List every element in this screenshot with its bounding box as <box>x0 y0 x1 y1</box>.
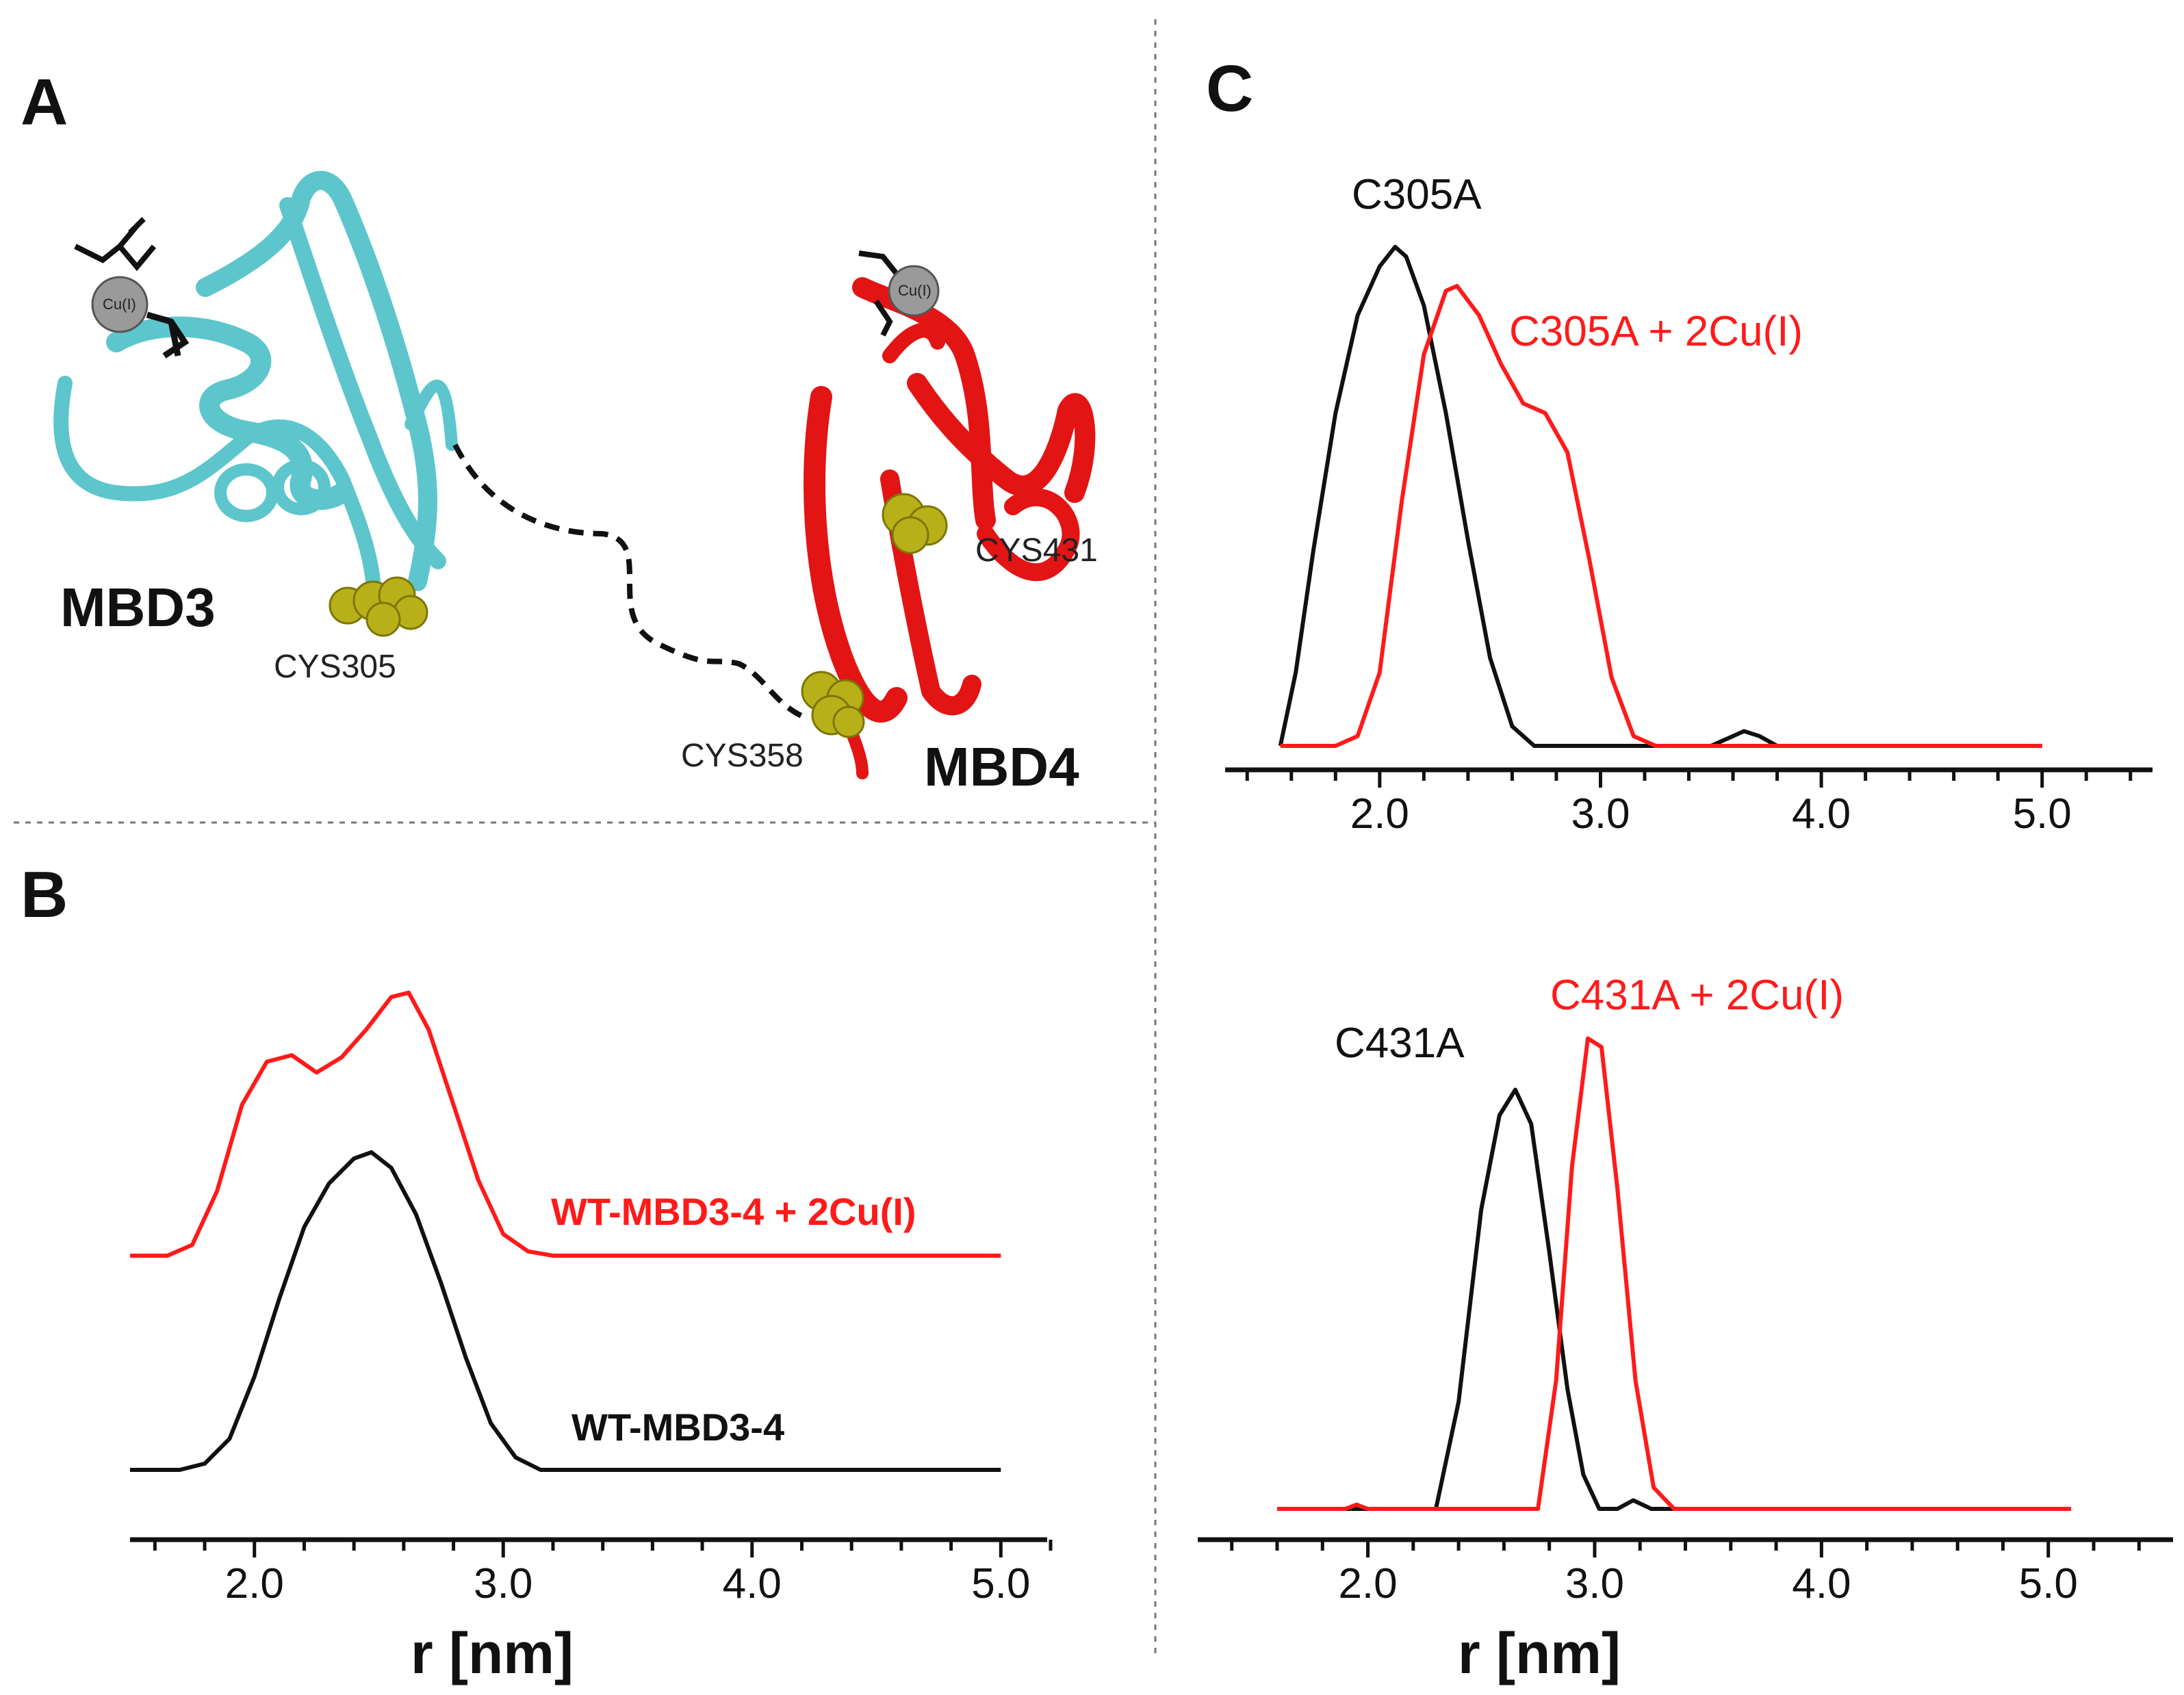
chart-b-line-wt-cu <box>130 990 1001 1258</box>
chart-c-bottom-legend-c431a: C431A <box>1335 1020 1465 1067</box>
chart-c-top-line-c305a-cu <box>1280 283 2042 748</box>
chart-c-bottom-line-c431a <box>1277 1087 2071 1511</box>
structure-illustration: Cu(I) MBD3 CYS305 Cu(I) <box>53 170 1098 797</box>
cys358-label: CYS358 <box>681 738 804 774</box>
copper-label-mbd4: Cu(I) <box>898 282 932 299</box>
cys431-spheres <box>882 493 948 554</box>
chart-c-bottom-xlabel: r [nm] <box>1458 1621 1621 1685</box>
x-tick-label: 2.0 <box>225 1560 284 1607</box>
x-tick-label: 5.0 <box>971 1560 1030 1607</box>
chart-c-bottom-legend-c431a-cu: C431A + 2Cu(I) <box>1550 972 1844 1019</box>
chart-c-bottom-axis: 2.0 3.0 4.0 5.0 <box>1198 1537 2173 1607</box>
chart-b: 2.0 3.0 4.0 5.0 WT-MBD3-4 + 2Cu(I) WT-MBD3-… <box>130 990 1053 1685</box>
cys305-label: CYS305 <box>274 649 396 685</box>
chart-b-line-wt <box>130 1150 1001 1472</box>
x-tick-label: 3.0 <box>1571 790 1630 838</box>
x-tick-label: 2.0 <box>1338 1560 1397 1607</box>
mbd3-copper-site: Cu(I) <box>74 217 190 359</box>
cys431-label: CYS431 <box>975 532 1098 569</box>
x-tick-label: 5.0 <box>2013 790 2072 838</box>
chart-c-top: 2.0 3.0 4.0 5.0 C305A C305A + 2Cu(I) <box>1225 171 2153 838</box>
chart-b-xlabel: r [nm] <box>411 1621 574 1685</box>
x-tick-label: 3.0 <box>1565 1560 1624 1607</box>
chart-b-legend-wt: WT-MBD3-4 <box>571 1406 784 1449</box>
copper-ion-icon-mbd4 <box>888 265 940 317</box>
mbd3-ribbon <box>53 170 458 591</box>
panel-label-b: B <box>21 858 68 931</box>
linker-dashed <box>452 443 809 721</box>
chart-c-top-axis: 2.0 3.0 4.0 5.0 <box>1225 767 2153 838</box>
panel-label-c: C <box>1206 52 1253 125</box>
chart-b-axis: 2.0 3.0 4.0 5.0 <box>130 1537 1053 1607</box>
mbd4-copper-site: Cu(I) <box>858 250 940 337</box>
cys305-spheres <box>329 576 428 637</box>
chart-c-bottom-line-c431a-cu <box>1277 1036 2071 1511</box>
cys358-spheres <box>801 671 865 738</box>
chart-c-top-legend-c305a-cu: C305A + 2Cu(I) <box>1509 308 1803 355</box>
chart-c-top-line-c305a <box>1278 244 2042 748</box>
copper-ion-icon <box>91 276 149 333</box>
chart-c-top-legend-c305a: C305A <box>1352 171 1482 218</box>
mbd4-label: MBD4 <box>924 736 1079 797</box>
chart-c-bottom: 2.0 3.0 4.0 5.0 C431A C431A + 2Cu(I) r [nm] <box>1198 972 2173 1685</box>
x-tick-label: 2.0 <box>1350 790 1409 838</box>
x-tick-label: 4.0 <box>723 1560 782 1607</box>
copper-label-mbd3: Cu(I) <box>103 296 136 313</box>
chart-b-legend-wt-cu: WT-MBD3-4 + 2Cu(I) <box>551 1190 916 1233</box>
x-tick-label: 3.0 <box>474 1560 532 1607</box>
x-tick-label: 5.0 <box>2019 1560 2078 1607</box>
mbd3-label: MBD3 <box>60 577 216 638</box>
panel-label-a: A <box>21 66 68 139</box>
x-tick-label: 4.0 <box>1792 790 1851 838</box>
x-tick-label: 4.0 <box>1792 1560 1851 1607</box>
